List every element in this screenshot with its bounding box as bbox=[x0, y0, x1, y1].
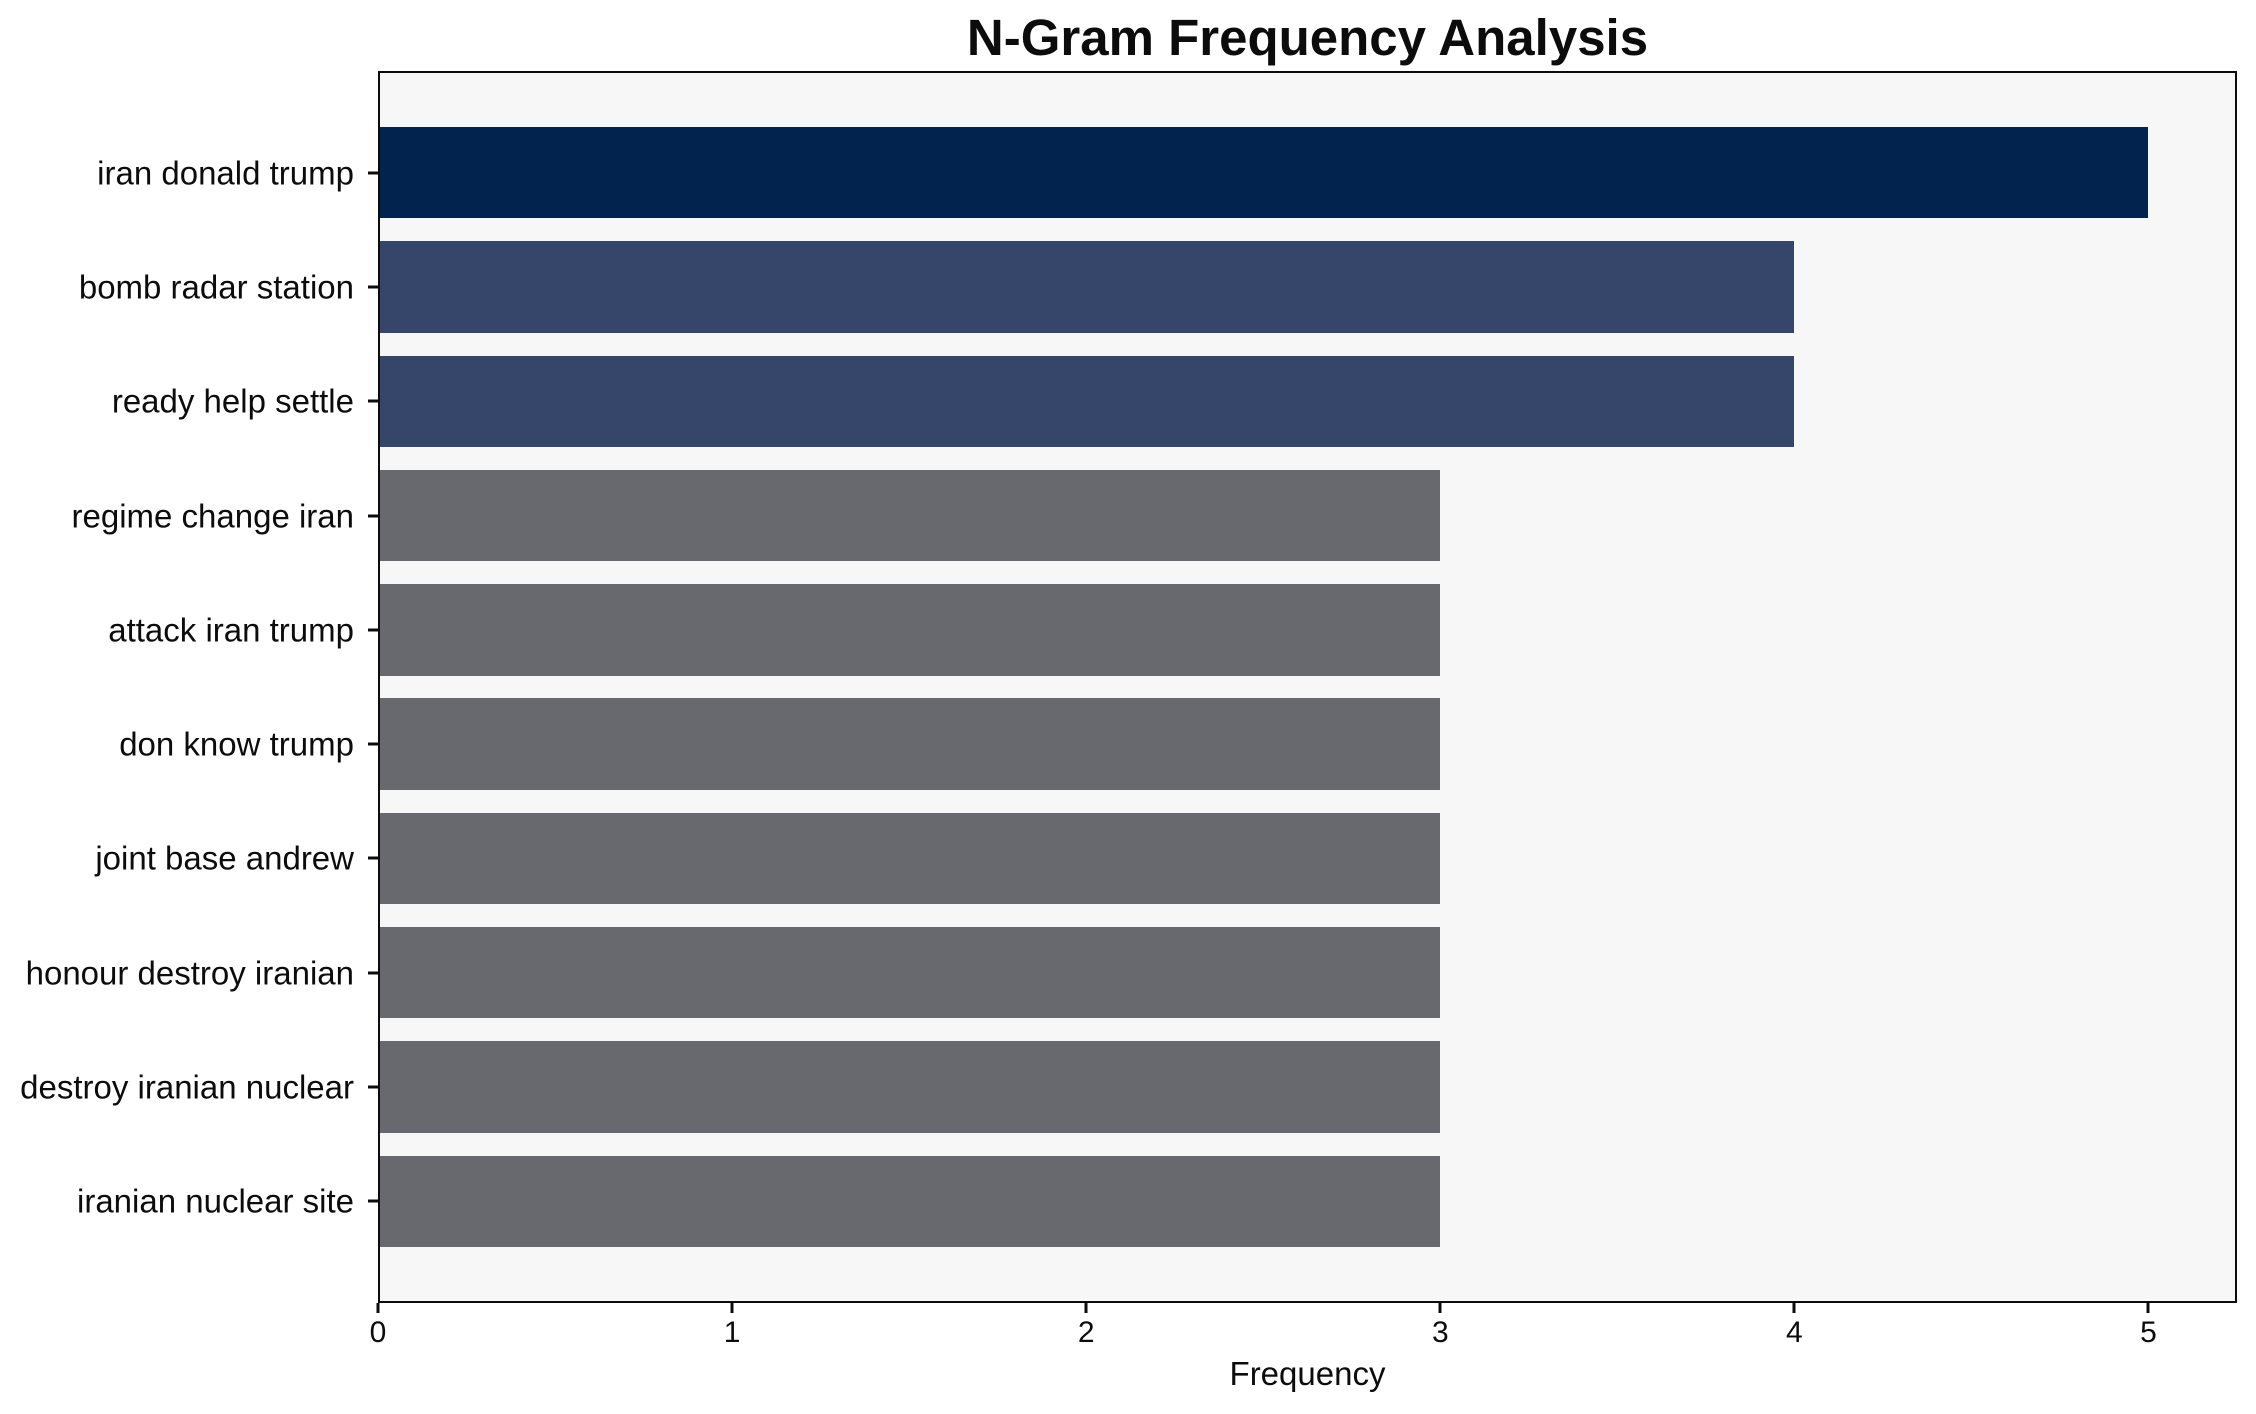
y-tick-label: regime change iran bbox=[71, 497, 355, 535]
y-tick-label: iran donald trump bbox=[97, 154, 354, 192]
bar bbox=[378, 1155, 1441, 1247]
y-tick-label: ready help settle bbox=[111, 382, 354, 420]
y-tick-mark bbox=[368, 628, 378, 632]
bar bbox=[378, 812, 1441, 905]
bars-layer bbox=[378, 71, 2237, 1303]
bar bbox=[378, 1041, 1441, 1133]
y-tick-mark bbox=[368, 971, 378, 975]
plot-area bbox=[378, 71, 2237, 1303]
bar bbox=[378, 355, 1795, 447]
x-tick-label: 0 bbox=[369, 1316, 387, 1349]
y-tick-label: joint base andrew bbox=[95, 839, 354, 877]
bar bbox=[378, 241, 1795, 333]
x-axis-title: Frequency bbox=[1229, 1355, 1386, 1392]
y-tick-mark bbox=[368, 171, 378, 175]
x-tick-mark bbox=[2146, 1303, 2150, 1313]
x-tick-mark bbox=[1084, 1303, 1088, 1313]
y-tick-label: destroy iranian nuclear bbox=[20, 1068, 354, 1106]
y-tick-label: bomb radar station bbox=[78, 268, 354, 306]
chart-title: N-Gram Frequency Analysis bbox=[966, 9, 1649, 66]
x-tick-mark bbox=[730, 1303, 734, 1313]
bar bbox=[378, 927, 1441, 1019]
y-tick-mark bbox=[368, 399, 378, 403]
x-tick-label: 5 bbox=[2140, 1316, 2157, 1349]
x-tick-label: 2 bbox=[1077, 1316, 1095, 1349]
x-tick-label: 3 bbox=[1431, 1316, 1449, 1349]
y-axis: iran donald trump bomb radar station ready… bbox=[0, 71, 378, 1303]
y-tick-mark bbox=[368, 1085, 378, 1089]
y-tick-label: attack iran trump bbox=[108, 611, 354, 649]
y-tick-mark bbox=[368, 1199, 378, 1203]
y-tick-mark bbox=[368, 285, 378, 289]
x-tick-label: 1 bbox=[723, 1316, 741, 1349]
x-tick-mark bbox=[1792, 1303, 1796, 1313]
y-tick-mark bbox=[368, 742, 378, 746]
bar bbox=[378, 469, 1441, 562]
x-axis: 0 1 2 3 4 5 bbox=[370, 1303, 2237, 1367]
x-tick-mark bbox=[376, 1303, 380, 1313]
y-tick-mark bbox=[368, 514, 378, 518]
x-tick-mark bbox=[1438, 1303, 1442, 1313]
y-tick-label: honour destroy iranian bbox=[25, 954, 354, 992]
y-tick-label: iranian nuclear site bbox=[77, 1182, 354, 1220]
y-tick-mark bbox=[368, 856, 378, 860]
bar bbox=[378, 698, 1441, 790]
x-tick-label: 4 bbox=[1786, 1316, 1803, 1349]
bar bbox=[378, 584, 1441, 676]
y-tick-label: don know trump bbox=[119, 725, 354, 763]
bar bbox=[378, 127, 2149, 219]
